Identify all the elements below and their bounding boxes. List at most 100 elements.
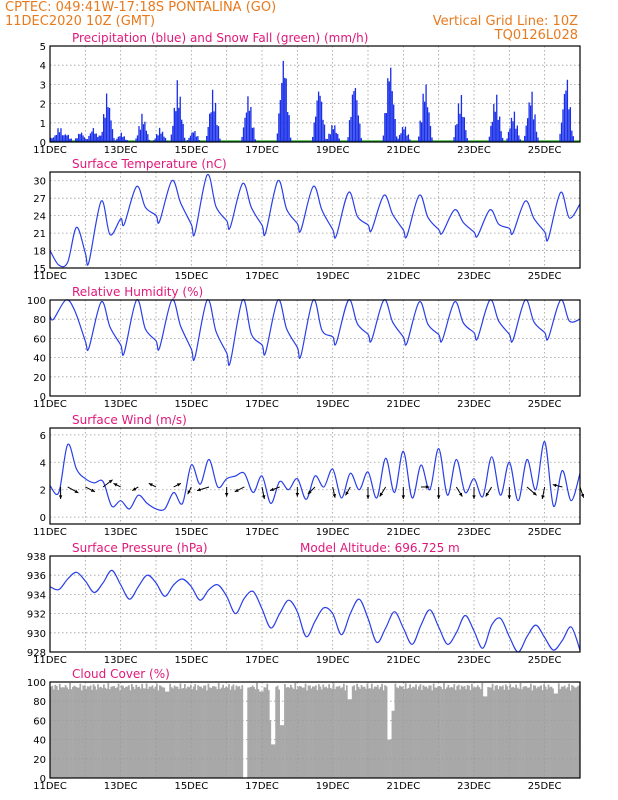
- cloud-bar: [415, 684, 417, 778]
- precip-bar: [334, 125, 336, 142]
- cloud-bar: [453, 684, 456, 778]
- y-tick-label: 27: [33, 194, 46, 205]
- wind-vector-head: [401, 495, 406, 499]
- pressure-line-group: [49, 569, 581, 653]
- y-tick-label: 4: [40, 458, 46, 469]
- cloud-bar: [395, 687, 398, 778]
- precip-bar: [532, 119, 535, 142]
- date-tick-label: 23DEC: [457, 655, 491, 666]
- precip-bar: [80, 132, 83, 142]
- cloud-bar: [256, 682, 258, 778]
- cloud-bar: [413, 687, 416, 778]
- precip-bar: [512, 121, 514, 142]
- cloud-bar: [135, 684, 138, 778]
- cloud-bar: [491, 683, 494, 778]
- precip-bar: [335, 132, 337, 142]
- pressure-frame: [49, 555, 581, 653]
- wind-vector-head: [332, 493, 336, 498]
- cloud-bar: [141, 683, 144, 778]
- cloud-bar: [398, 685, 401, 778]
- cloud-bar: [192, 686, 195, 778]
- cloud-bar: [200, 686, 202, 778]
- cloud-bar: [111, 686, 114, 778]
- cloud-bar: [538, 686, 541, 778]
- precip-bar: [425, 84, 427, 142]
- y-tick-label: 60: [33, 716, 46, 727]
- cloud-bar: [272, 744, 275, 778]
- cloud-bar: [129, 690, 132, 778]
- date-tick-label: 13DEC: [104, 271, 138, 282]
- precip-bar: [319, 95, 321, 142]
- cloud-bar: [466, 684, 469, 778]
- precip-bar: [88, 135, 90, 142]
- wind-vector: [67, 486, 79, 494]
- cloud-bar: [454, 689, 457, 778]
- y-tick-label: 2: [40, 486, 46, 497]
- cloud-bar: [370, 683, 373, 778]
- cloud-bar: [198, 686, 201, 778]
- precip-bar: [568, 109, 570, 142]
- precip-bar: [123, 136, 125, 142]
- precip-bar: [397, 138, 399, 142]
- cloud-bar: [494, 685, 497, 778]
- cloud-bar: [206, 690, 208, 778]
- precip-bar: [509, 128, 511, 142]
- cloud-bar: [113, 686, 116, 778]
- precip-bar: [400, 133, 402, 142]
- precip-bar: [104, 117, 106, 142]
- cloud-bar: [574, 687, 576, 778]
- cloud-bar: [481, 682, 484, 778]
- cloud-bar: [57, 690, 60, 778]
- precip-bar: [527, 118, 529, 142]
- cloud-bar: [136, 687, 139, 778]
- precip-bar: [178, 107, 180, 142]
- cloud-bar: [421, 690, 423, 778]
- cloud-bar: [448, 687, 451, 778]
- cloud-bar: [529, 683, 532, 778]
- cloud-bar: [471, 683, 473, 778]
- wind-vector: [58, 486, 63, 499]
- temperature-title: Surface Temperature (nC): [72, 157, 227, 171]
- cloud-bar: [166, 691, 169, 778]
- cloud-bar: [107, 683, 110, 778]
- wind-vector-head: [532, 491, 537, 496]
- precip-bar: [186, 140, 189, 142]
- cloud-bar: [510, 687, 513, 778]
- temperature-frame: [49, 171, 581, 269]
- cloud-bar: [63, 687, 66, 778]
- wind-vector-head: [458, 492, 463, 497]
- cloud-bar: [515, 684, 517, 778]
- precip-bar: [391, 91, 393, 142]
- cloud-bar: [232, 684, 235, 778]
- cloud-bar: [487, 687, 490, 778]
- cloud-bar: [535, 688, 538, 778]
- precip-bar: [50, 137, 52, 142]
- cloud-bar: [226, 687, 229, 778]
- precip-bar: [382, 135, 385, 142]
- precip-bar: [494, 111, 496, 142]
- cloud-bar: [351, 686, 354, 778]
- precip-bar: [103, 114, 105, 142]
- precip-bar: [197, 136, 199, 142]
- precip-bar: [456, 123, 458, 142]
- precip-bar: [61, 135, 64, 142]
- precip-bar: [331, 125, 333, 142]
- cloud-bar: [95, 689, 98, 778]
- cloud-bar: [344, 690, 347, 778]
- cloud-bar: [337, 686, 339, 778]
- precip-bar: [513, 111, 516, 142]
- cloud-bar: [322, 684, 325, 778]
- cloud-bar: [60, 687, 63, 778]
- precip-bar: [463, 117, 466, 142]
- pressure-date-labels: 11DEC 13DEC 15DEC 17DEC 19DEC 21DEC 23DEC 25DEC: [33, 655, 561, 666]
- precip-bar: [569, 107, 572, 142]
- precip-bar: [347, 137, 349, 142]
- precip-bar: [189, 135, 192, 142]
- date-tick-label: 13DEC: [104, 527, 138, 538]
- cloud-bar: [363, 686, 366, 778]
- cloud-bar: [291, 687, 294, 778]
- precip-bar: [282, 60, 284, 142]
- cloud-bar: [418, 686, 420, 778]
- precip-bar: [136, 135, 139, 142]
- wind-vector-head: [295, 493, 300, 497]
